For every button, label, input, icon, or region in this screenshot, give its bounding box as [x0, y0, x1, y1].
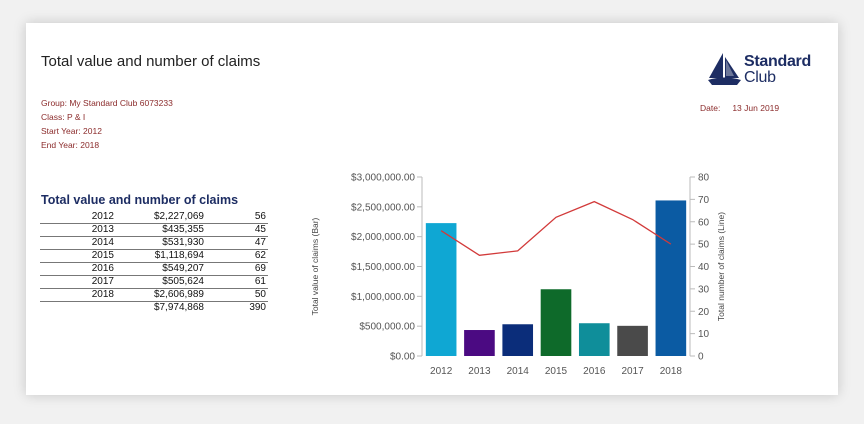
left-tick-label: $500,000.00	[359, 322, 415, 333]
value-cell: $505,624	[114, 275, 206, 289]
right-tick-label: 30	[698, 284, 710, 295]
count-cell: 61	[206, 275, 268, 289]
year-cell: 2018	[40, 288, 114, 302]
date-value: 13 Jun 2019	[732, 103, 780, 113]
right-tick-label: 20	[698, 307, 710, 318]
table-row: 2018 $2,606,989 50	[40, 288, 268, 302]
table-row: 2016 $549,207 69	[40, 262, 268, 276]
bar-2016	[578, 323, 610, 356]
count-cell: 47	[206, 236, 268, 250]
report-title: Total value and number of claims	[41, 53, 261, 70]
count-cell: 50	[206, 288, 268, 302]
right-tick-label: 50	[698, 240, 710, 251]
left-axis-title: Total value of claims (Bar)	[310, 217, 320, 315]
standard-club-logo: Standard Club	[706, 49, 826, 93]
x-tick-label: 2014	[507, 366, 530, 377]
end-year-info: End Year: 2018	[41, 140, 100, 150]
sailboat-logo-icon	[708, 53, 741, 85]
right-tick-label: 10	[698, 329, 710, 340]
logo-wordmark: Standard Club	[744, 54, 811, 86]
total-count-cell: 390	[206, 301, 268, 314]
year-cell: 2012	[40, 211, 114, 224]
year-cell: 2013	[40, 223, 114, 237]
table-row: 2017 $505,624 61	[40, 275, 268, 289]
x-tick-label: 2015	[545, 366, 568, 377]
right-tick-label: 80	[698, 173, 710, 184]
report-metadata: Group: My Standard Club 6073233 Class: P…	[41, 96, 173, 152]
x-tick-label: 2012	[430, 366, 453, 377]
table-row: 2012 $2,227,069 56	[40, 211, 268, 224]
left-tick-label: $1,500,000.00	[351, 262, 415, 273]
bar-2015	[540, 289, 572, 356]
count-cell: 56	[206, 211, 268, 224]
report-date: Date: 13 Jun 2019	[700, 103, 779, 113]
year-cell: 2015	[40, 249, 114, 263]
count-cell: 45	[206, 223, 268, 237]
logo-line-1: Standard	[744, 53, 811, 70]
value-cell: $549,207	[114, 262, 206, 276]
total-row: $7,974,868 390	[40, 301, 268, 315]
bar-2013	[464, 330, 495, 356]
logo-line-2: Club	[744, 69, 776, 86]
value-cell: $1,118,694	[114, 249, 206, 263]
x-tick-label: 2013	[468, 366, 491, 377]
date-label: Date:	[700, 103, 721, 113]
left-tick-label: $3,000,000.00	[351, 173, 415, 184]
year-cell: 2017	[40, 275, 114, 289]
value-cell: $2,606,989	[114, 288, 206, 302]
year-cell: 2014	[40, 236, 114, 250]
class-info: Class: P & I	[41, 112, 86, 122]
bar-2018	[655, 200, 687, 356]
bar-2012	[425, 223, 457, 356]
left-tick-label: $1,000,000.00	[351, 292, 415, 303]
report-card: Total value and number of claims Group: …	[26, 23, 838, 395]
count-cell: 69	[206, 262, 268, 276]
table-row: 2014 $531,930 47	[40, 236, 268, 250]
claims-chart: $0.00 $500,000.00 $1,000,000.00 $1,500,000.…	[310, 173, 726, 378]
value-cell: $435,355	[114, 223, 206, 237]
x-tick-label: 2016	[583, 366, 606, 377]
table-row: 2015 $1,118,694 62	[40, 249, 268, 263]
x-tick-label: 2017	[621, 366, 644, 377]
claims-table: 2012 $2,227,069 56 2013 $435,355 45 2014 $531,9…	[40, 211, 268, 314]
table-row: 2013 $435,355 45	[40, 223, 268, 237]
bar-2014	[502, 324, 534, 356]
table-title: Total value and number of claims	[41, 193, 239, 207]
value-cell: $2,227,069	[114, 211, 206, 224]
right-tick-label: 0	[698, 352, 704, 363]
right-tick-label: 40	[698, 262, 710, 273]
right-tick-label: 60	[698, 217, 710, 228]
total-label-cell	[40, 302, 114, 315]
bar-2017	[617, 325, 648, 356]
claims-count-line	[440, 200, 672, 256]
year-cell: 2016	[40, 262, 114, 276]
left-tick-label: $2,500,000.00	[351, 202, 415, 213]
left-tick-label: $2,000,000.00	[351, 232, 415, 243]
right-axis-title: Total number of claims (Line)	[716, 212, 726, 321]
value-cell: $531,930	[114, 236, 206, 250]
total-value-cell: $7,974,868	[114, 301, 206, 314]
start-year-info: Start Year: 2012	[41, 126, 102, 136]
x-tick-label: 2018	[660, 366, 683, 377]
left-tick-label: $0.00	[390, 352, 415, 363]
right-tick-label: 70	[698, 195, 710, 206]
count-cell: 62	[206, 249, 268, 263]
group-info: Group: My Standard Club 6073233	[41, 98, 173, 108]
